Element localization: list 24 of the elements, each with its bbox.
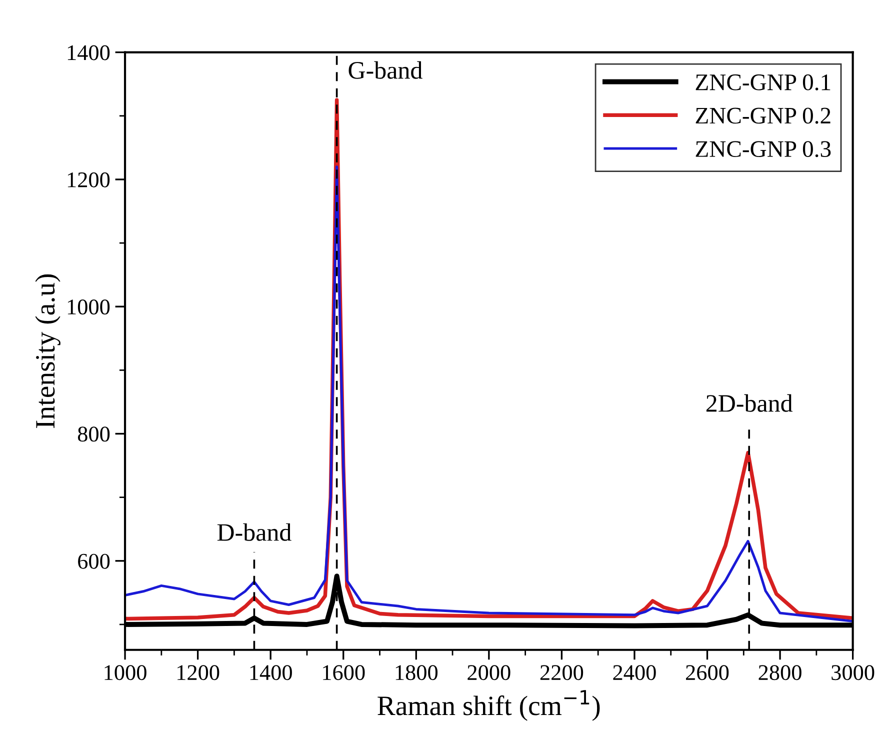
x-tick-label: 1600 xyxy=(323,665,365,680)
y-tick-label: 1400 xyxy=(68,45,110,60)
y-tick-label: 600 xyxy=(78,554,110,569)
x-tick-label: 1400 xyxy=(250,665,292,680)
x-tick-label: 2800 xyxy=(758,665,802,680)
x-tick-label: 2600 xyxy=(686,665,729,680)
y-tick-label: 1000 xyxy=(68,300,110,315)
ref-line-label: G-band xyxy=(348,61,422,79)
x-tick-label: 2400 xyxy=(613,665,656,680)
legend-label: ZNC-GNP 0.2 xyxy=(696,108,830,124)
y-tick-label: 1200 xyxy=(68,172,110,188)
x-axis-title: Raman shift (cm$^{−1}$) xyxy=(378,690,600,721)
ref-line-label: D-band xyxy=(217,523,292,541)
y-axis-title: Intensity (a.u) xyxy=(35,274,60,428)
x-tick-label: 1000 xyxy=(104,665,146,680)
x-tick-label: 1200 xyxy=(178,665,220,680)
x-tick-label: 2000 xyxy=(468,665,510,680)
legend-label: ZNC-GNP 0.3 xyxy=(696,141,831,158)
x-tick-label: 3000 xyxy=(832,665,874,680)
ref-line-label: 2D-band xyxy=(706,394,793,412)
x-tick-label: 1800 xyxy=(396,665,438,680)
legend-label: ZNC-GNP 0.1 xyxy=(696,74,830,90)
x-tick-label: 2200 xyxy=(540,665,584,680)
y-tick-label: 800 xyxy=(78,426,110,442)
